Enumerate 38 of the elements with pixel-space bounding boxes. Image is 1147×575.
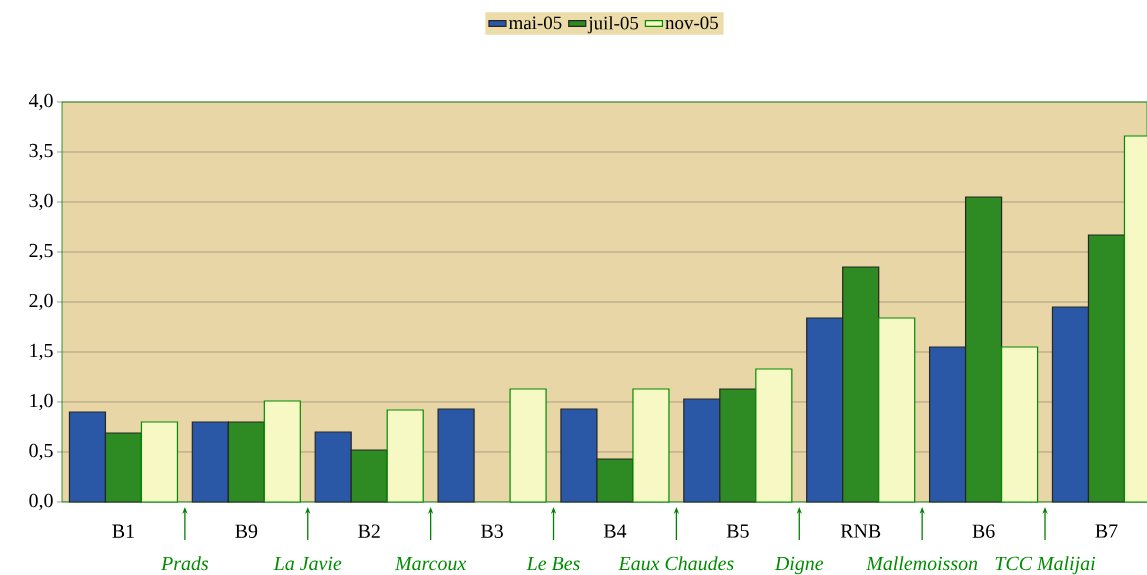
- x-tick-label: B7: [1095, 524, 1118, 538]
- x-tick-label: B5: [726, 524, 749, 538]
- y-tick-label: 2,5: [29, 243, 53, 261]
- text: Marcoux: [394, 556, 467, 571]
- y-tick-label: 0,5: [29, 443, 53, 461]
- x-tick-label: B3: [481, 524, 503, 538]
- y-tick-label: 1,0: [30, 393, 53, 411]
- text: Digne: [774, 556, 824, 575]
- x-tick-label: B9: [235, 524, 258, 538]
- legend-label: nov-05: [665, 16, 718, 30]
- bar: [140, 421, 179, 503]
- y-tick-label: 3,5: [29, 143, 53, 161]
- text: TCC Malijai: [995, 556, 1096, 575]
- x-tick-label: B2: [358, 524, 380, 538]
- x-tick-label: B6: [972, 524, 995, 538]
- bar: [386, 409, 424, 503]
- bar: [632, 388, 670, 503]
- y-tick-label: 2,0: [29, 293, 53, 311]
- y-tick-label: 0,0: [29, 493, 53, 511]
- bar: [437, 408, 475, 503]
- y-tick-label: 1,5: [30, 343, 53, 361]
- text: Prads: [160, 556, 209, 571]
- x-tick-label: B1: [112, 524, 134, 538]
- text: Mallemoisson: [866, 556, 978, 571]
- text: Eaux Chaudes: [618, 556, 734, 571]
- text: La Javie: [273, 556, 342, 571]
- bar: [509, 388, 547, 503]
- x-tick-label: RNB: [840, 524, 881, 538]
- text: Le Bes: [526, 556, 580, 571]
- legend-label: mai-05: [508, 16, 562, 30]
- y-tick-label: 3,0: [29, 193, 53, 211]
- bar: [263, 400, 301, 503]
- x-tick-label: B4: [603, 524, 627, 538]
- y-tick-label: 4,0: [28, 93, 53, 111]
- bar: [755, 368, 793, 503]
- bar: [1000, 346, 1039, 503]
- legend-label: juil-05: [587, 16, 639, 34]
- bar: [878, 317, 916, 503]
